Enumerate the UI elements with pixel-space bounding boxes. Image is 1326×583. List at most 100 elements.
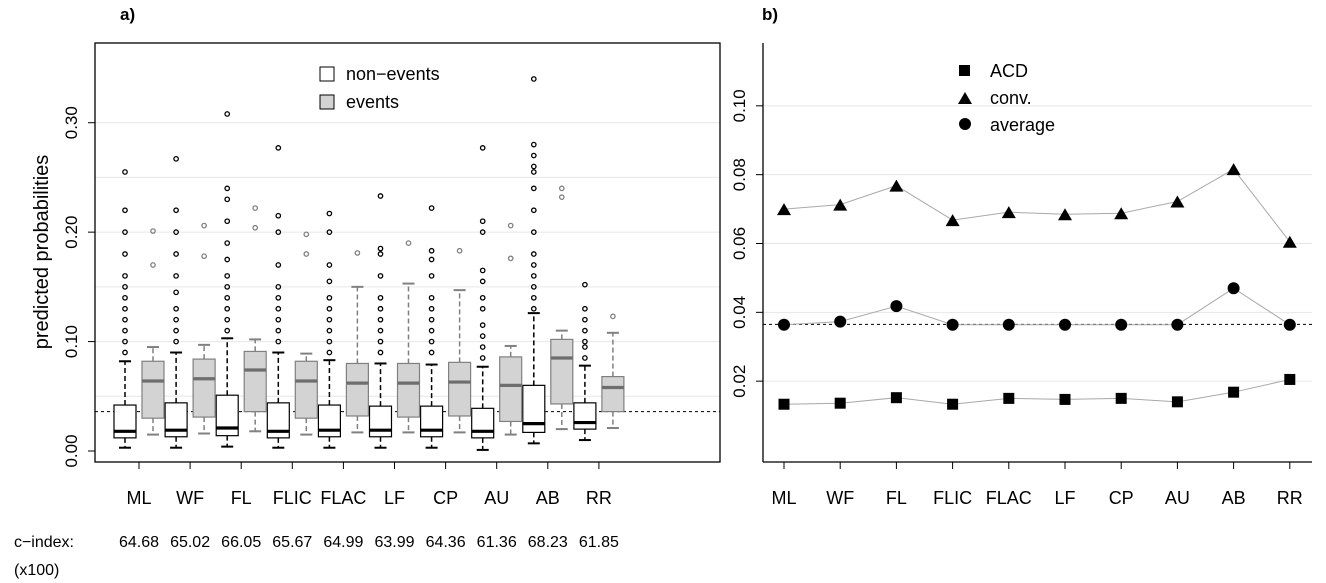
box-non-events-flic <box>266 145 290 449</box>
c-index-row: c−index: (x100) 64.68 65.02 66.05 65.67 64.9… <box>14 534 619 579</box>
x-tick-label: CP <box>433 488 458 508</box>
panel-a-legend: non−events events <box>319 64 440 112</box>
panel-a: a) 0.00 0.10 0.20 0.30 ML WF FL FLIC FLAC LF CP AU… <box>14 5 721 579</box>
outlier-point <box>275 294 282 301</box>
outlier-point <box>428 316 435 323</box>
outlier-point <box>122 305 128 312</box>
legend-key-acd <box>959 65 970 76</box>
outlier-point <box>173 273 179 279</box>
point-average-flic <box>946 318 959 331</box>
x-tick-label: LF <box>384 488 405 508</box>
point-average-lf <box>1059 318 1071 331</box>
c-index-value: 66.05 <box>221 534 261 551</box>
panel-b-grid <box>763 105 1312 382</box>
panel-b-legend: ACD conv. average <box>958 61 1055 135</box>
outlier-point <box>479 322 486 329</box>
point-conv-lf <box>1058 208 1072 221</box>
legend-label-conv: conv. <box>990 88 1032 108</box>
c-index-value: 61.85 <box>579 534 619 551</box>
legend-key-average <box>959 118 971 130</box>
box-non-events-lf <box>368 193 393 449</box>
legend-label-acd: ACD <box>990 61 1028 81</box>
outlier-point <box>201 253 207 260</box>
outlier-point <box>530 251 537 257</box>
outlier-point <box>326 210 333 217</box>
outlier-point <box>173 251 179 257</box>
outlier-point <box>456 247 463 254</box>
point-average-fl <box>890 300 903 313</box>
point-conv-ab <box>1226 163 1241 176</box>
box-body <box>471 407 495 439</box>
outlier-point <box>122 273 128 279</box>
outlier-point <box>377 338 384 345</box>
outlier-point <box>428 273 435 279</box>
outlier-point <box>224 111 231 117</box>
panel-b: b) 0.02 0.04 0.06 0.08 0.10 ML WF FL FLIC FLAC LF… <box>730 5 1312 508</box>
outlier-point <box>326 349 333 356</box>
point-acd-au <box>1171 396 1183 408</box>
x-tick-label: AB <box>536 488 560 508</box>
outlier-point <box>530 152 537 159</box>
y-tick-label: 0.00 <box>62 434 81 467</box>
point-acd-flic <box>947 398 959 410</box>
outlier-point <box>150 262 156 268</box>
box-body <box>396 362 421 418</box>
outlier-point <box>201 222 207 229</box>
outlier-point <box>507 255 514 262</box>
x-tick-label: WF <box>826 488 854 508</box>
x-tick-label: AU <box>484 488 509 508</box>
outlier-point <box>122 229 128 235</box>
x-tick-label: WF <box>176 488 204 508</box>
box-non-events-fl <box>215 111 239 448</box>
series-line-acd <box>783 378 1290 405</box>
outlier-point <box>275 145 282 151</box>
point-average-au <box>1171 318 1184 331</box>
box-non-events-au <box>471 145 495 451</box>
panel-a-label: a) <box>120 5 135 24</box>
outlier-point <box>479 218 486 225</box>
outlier-point <box>377 327 384 334</box>
outlier-point <box>405 240 412 246</box>
legend-key-non-events <box>319 66 335 82</box>
outlier-point <box>173 229 179 235</box>
box-body <box>420 405 444 438</box>
outlier-point <box>530 305 537 312</box>
panel-a-boxes <box>113 76 625 451</box>
outlier-point <box>173 289 179 296</box>
c-index-value: 64.68 <box>119 534 159 551</box>
outlier-point <box>530 207 537 214</box>
outlier-point <box>224 273 231 279</box>
outlier-point <box>530 273 537 279</box>
panel-a-frame <box>94 42 721 463</box>
outlier-point <box>275 229 282 235</box>
outlier-point <box>530 284 537 290</box>
box-body <box>550 338 574 405</box>
y-tick-label: 0.08 <box>730 158 749 191</box>
outlier-point <box>377 294 384 301</box>
outlier-point <box>275 212 282 219</box>
point-conv-ml <box>777 203 791 216</box>
x-tick-label: FLAC <box>986 488 1032 508</box>
box-events-fl <box>243 205 267 433</box>
box-non-events-flac <box>317 210 341 449</box>
box-body <box>294 360 318 419</box>
outlier-point <box>122 349 128 356</box>
box-body <box>192 358 216 418</box>
y-tick-label: 0.06 <box>730 227 749 260</box>
panel-a-x-axis: ML WF FL FLIC FLAC LF CP AU AB RR <box>126 462 612 508</box>
point-acd-ml <box>778 398 790 410</box>
outlier-point <box>377 193 384 199</box>
outlier-point <box>428 349 435 356</box>
point-average-rr <box>1283 318 1296 331</box>
x-tick-label: FL <box>231 488 252 508</box>
x-tick-label: CP <box>1109 488 1134 508</box>
outlier-point <box>582 305 588 312</box>
panel-b-label: b) <box>762 5 778 24</box>
panel-a-grid <box>95 122 720 397</box>
outlier-point <box>530 229 537 235</box>
outlier-point <box>582 344 588 350</box>
point-conv-wf <box>833 198 848 211</box>
point-conv-flac <box>1001 206 1016 219</box>
box-non-events-ab <box>522 76 546 445</box>
box-events-rr <box>601 313 625 430</box>
